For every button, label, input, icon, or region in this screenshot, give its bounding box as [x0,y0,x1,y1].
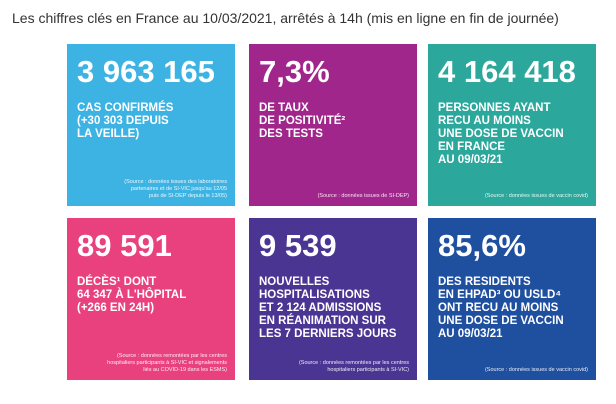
source-note: (Source : données issues des laboratoire… [124,179,227,200]
stat-line: LA VEILLE) [77,128,140,140]
stat-line: ET 2 124 ADMISSIONS [259,302,382,314]
stat-line: AU 09/03/21 [438,328,503,340]
stat-line: RECU AU MOINS [438,115,531,127]
source-note: (Source : données remontées par les cent… [299,360,409,374]
stat-tile: 7,3% DE TAUX DE POSITIVITÉ² DES TESTS (Sourc… [249,44,417,206]
stat-tile: 3 963 165 CAS CONFIRMÉS (+30 303 DEPUIS LA … [67,44,235,206]
stat-line: PERSONNES AYANT [438,102,551,114]
stat-line: 64 347 À L'HÔPITAL [77,289,187,301]
stat-line: UNE DOSE DE VACCIN [438,315,564,327]
source-line: (Source : données issues des laboratoire… [124,179,227,185]
stat-line: (+266 EN 24H) [77,302,155,314]
source-line: (Source : données remontées par les cent… [116,353,227,359]
stat-line: DE TAUX [259,102,309,114]
stat-text: NOUVELLES HOSPITALISATIONS ET 2 124 ADMISS… [259,276,396,341]
source-line: (Source : données remontées par les cent… [298,360,409,366]
source-note: (Source : données issues de SI-DEP) [318,193,409,200]
stat-line: DES TESTS [259,128,323,140]
stat-line: EN FRANCE [438,141,506,153]
source-note: (Source : données remontées par les cent… [107,353,227,374]
stat-line: CAS CONFIRMÉS [77,102,174,114]
stat-line: DÉCÈS¹ DONT [77,276,157,288]
stat-text: DES RESIDENTS EN EHPAD³ OU USLD⁴ ONT RECU … [438,276,564,341]
stat-text: DE TAUX DE POSITIVITÉ² DES TESTS [259,102,345,141]
source-line: puis de SI-DEP depuis le 13/05) [148,193,227,199]
stat-tile: 85,6% DES RESIDENTS EN EHPAD³ OU USLD⁴ ONT … [428,218,596,380]
stat-line: ONT RECU AU MOINS [438,302,559,314]
stat-number: 7,3% [259,54,330,89]
stat-text: CAS CONFIRMÉS (+30 303 DEPUIS LA VEILLE) [77,102,173,141]
stat-line: HOSPITALISATIONS [259,289,370,301]
stat-number: 89 591 [77,228,172,263]
stat-line: LES 7 DERNIERS JOURS [259,328,397,340]
source-line: hospitaliers participants à SI-VIC) [327,367,409,373]
stat-line: UNE DOSE DE VACCIN [438,128,564,140]
stat-line: DES RESIDENTS [438,276,531,288]
stat-tile: 89 591 DÉCÈS¹ DONT 64 347 À L'HÔPITAL (+266… [67,218,235,380]
source-line: liés au COVID-19 dans les ESMS) [143,367,227,373]
source-line: (Source : données issues de vaccin covid… [484,367,588,373]
stat-line: NOUVELLES [259,276,330,288]
stat-number: 3 963 165 [77,54,215,89]
stat-tile: 4 164 418 PERSONNES AYANT RECU AU MOINS UNE… [428,44,596,206]
source-note: (Source : données issues de vaccin covid… [485,367,588,374]
source-line: (Source : données issues de vaccin covid… [484,193,588,199]
stat-line: (+30 303 DEPUIS [77,115,169,127]
source-note: (Source : données issues de vaccin covid… [485,193,588,200]
stat-line: EN RÉANIMATION SUR [259,315,386,327]
source-line: hospitaliers participants à SI-VIC et si… [107,360,227,366]
stat-line: AU 09/03/21 [438,154,503,166]
stat-line: DE POSITIVITÉ² [259,115,346,127]
stat-number: 9 539 [259,228,337,263]
source-line: (Source : données issues de SI-DEP) [317,193,409,199]
source-line: partenaires et de SI-VIC jusqu'au 12/05 [130,186,227,192]
stat-text: PERSONNES AYANT RECU AU MOINS UNE DOSE DE … [438,102,564,167]
stat-number: 85,6% [438,228,526,263]
stat-tile: 9 539 NOUVELLES HOSPITALISATIONS ET 2 124 A… [249,218,417,380]
page-title: Les chiffres clés en France au 10/03/202… [12,10,559,26]
stat-line: EN EHPAD³ OU USLD⁴ [438,289,562,301]
stat-number: 4 164 418 [438,54,576,89]
stat-text: DÉCÈS¹ DONT 64 347 À L'HÔPITAL (+266 EN 24… [77,276,186,315]
